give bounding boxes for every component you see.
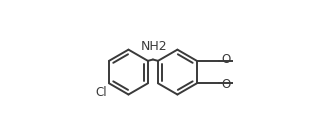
Text: NH2: NH2 — [140, 40, 167, 53]
Text: O: O — [222, 53, 231, 66]
Text: O: O — [222, 78, 231, 91]
Text: Cl: Cl — [95, 86, 107, 99]
